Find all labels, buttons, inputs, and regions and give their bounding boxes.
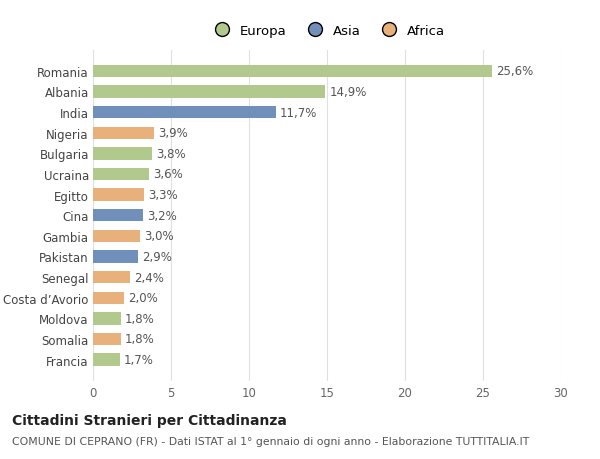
Text: 3,0%: 3,0% bbox=[144, 230, 173, 243]
Text: 2,4%: 2,4% bbox=[134, 271, 164, 284]
Bar bbox=[93, 292, 124, 304]
Legend: Europa, Asia, Africa: Europa, Asia, Africa bbox=[206, 22, 448, 40]
Text: 2,9%: 2,9% bbox=[142, 251, 172, 263]
Text: 2,0%: 2,0% bbox=[128, 291, 158, 304]
Text: 1,8%: 1,8% bbox=[125, 333, 155, 346]
Text: 3,6%: 3,6% bbox=[153, 168, 183, 181]
Bar bbox=[93, 189, 145, 202]
Text: 3,9%: 3,9% bbox=[158, 127, 187, 140]
Bar bbox=[93, 210, 143, 222]
Text: 1,8%: 1,8% bbox=[125, 312, 155, 325]
Bar bbox=[93, 168, 149, 181]
Bar bbox=[93, 333, 121, 345]
Bar bbox=[93, 148, 152, 160]
Bar bbox=[93, 127, 154, 140]
Bar bbox=[93, 353, 119, 366]
Bar bbox=[93, 313, 121, 325]
Bar bbox=[93, 86, 325, 98]
Text: 11,7%: 11,7% bbox=[280, 106, 317, 119]
Bar bbox=[93, 251, 138, 263]
Bar bbox=[93, 66, 493, 78]
Text: 3,8%: 3,8% bbox=[156, 147, 186, 161]
Text: 3,3%: 3,3% bbox=[148, 189, 178, 202]
Text: 14,9%: 14,9% bbox=[329, 86, 367, 99]
Text: 25,6%: 25,6% bbox=[496, 65, 533, 78]
Bar bbox=[93, 106, 275, 119]
Text: 1,7%: 1,7% bbox=[124, 353, 153, 366]
Bar bbox=[93, 271, 130, 284]
Text: COMUNE DI CEPRANO (FR) - Dati ISTAT al 1° gennaio di ogni anno - Elaborazione TU: COMUNE DI CEPRANO (FR) - Dati ISTAT al 1… bbox=[12, 436, 529, 446]
Text: 3,2%: 3,2% bbox=[147, 209, 176, 222]
Text: Cittadini Stranieri per Cittadinanza: Cittadini Stranieri per Cittadinanza bbox=[12, 413, 287, 427]
Bar bbox=[93, 230, 140, 242]
